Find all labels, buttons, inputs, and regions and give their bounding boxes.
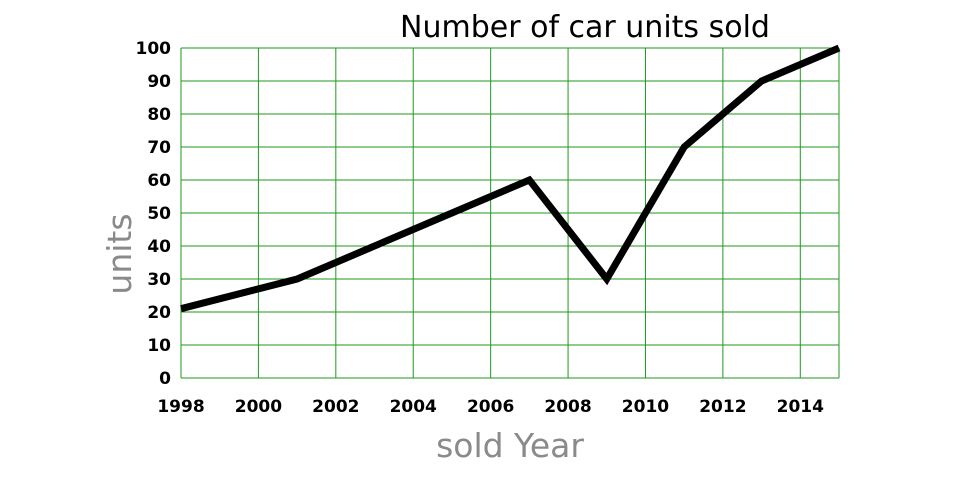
x-tick-label: 2004 <box>390 397 437 417</box>
x-tick-label: 2014 <box>777 397 824 417</box>
y-tick-label: 50 <box>147 204 171 224</box>
x-tick-label: 2010 <box>622 397 669 417</box>
x-tick-label: 1998 <box>157 397 204 417</box>
x-tick-label: 2000 <box>235 397 282 417</box>
x-tick-label: 2006 <box>467 397 514 417</box>
y-tick-label: 80 <box>147 105 171 125</box>
y-tick-label: 40 <box>147 237 171 257</box>
y-tick-label: 70 <box>147 138 171 158</box>
y-tick-label: 60 <box>147 171 171 191</box>
series-group <box>180 44 841 313</box>
x-axis-label: sold Year <box>436 426 584 465</box>
x-axis-ticks: 1998 2000 2002 2004 2006 2008 2010 2012 2014 <box>157 397 824 417</box>
y-tick-label: 100 <box>136 39 172 59</box>
series-line <box>180 44 841 313</box>
x-tick-label: 2002 <box>312 397 359 417</box>
y-tick-label: 10 <box>147 336 171 356</box>
y-axis-ticks: 0 10 20 30 40 50 60 70 80 90 100 <box>136 39 172 389</box>
x-tick-label: 2012 <box>699 397 746 417</box>
y-tick-label: 90 <box>147 72 171 92</box>
chart-title: Number of car units sold <box>400 10 770 45</box>
y-axis-label: units <box>100 213 139 294</box>
x-tick-label: 2008 <box>544 397 591 417</box>
y-tick-label: 0 <box>159 369 171 389</box>
y-tick-label: 20 <box>147 303 171 323</box>
y-tick-label: 30 <box>147 270 171 290</box>
